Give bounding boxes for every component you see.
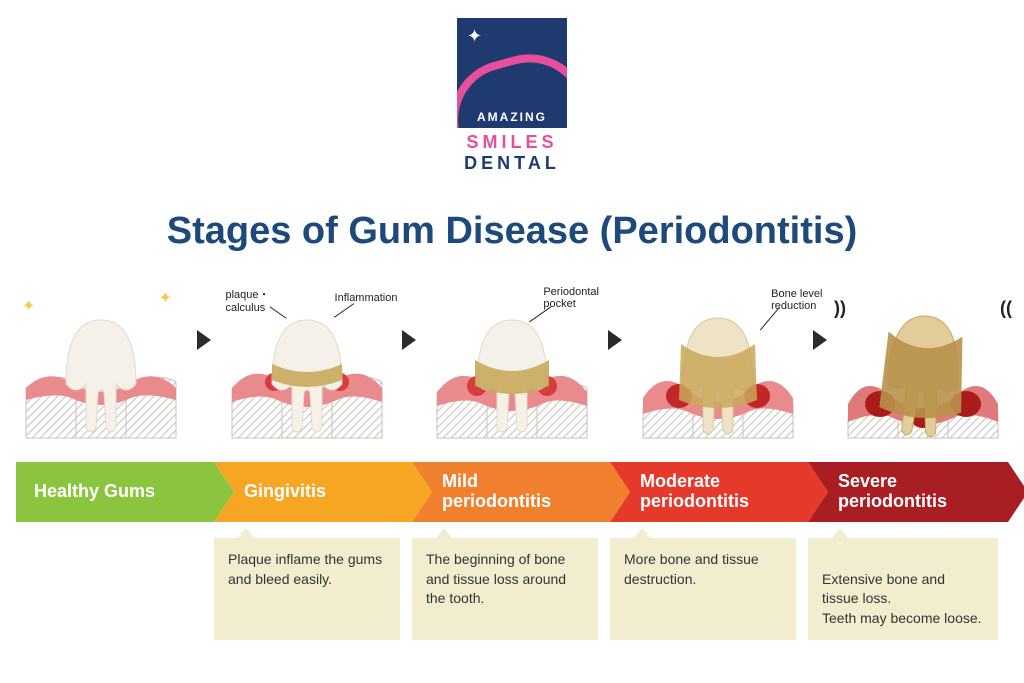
- page-title: Stages of Gum Disease (Periodontitis): [0, 210, 1024, 253]
- callout-pocket: Periodontal pocket: [543, 286, 599, 310]
- banner-label: Moderate periodontitis: [640, 472, 808, 512]
- banner-moderate: Moderate periodontitis: [610, 462, 808, 522]
- callout-inflammation: Inflammation: [335, 292, 398, 304]
- desc-text: Extensive bone and tissue loss. Teeth ma…: [822, 571, 982, 626]
- desc-spacer: [16, 538, 214, 640]
- progress-arrow-icon: [197, 330, 211, 350]
- stage-banner-row: Healthy Gums Gingivitis Mild periodontit…: [16, 462, 1008, 522]
- banner-healthy: Healthy Gums: [16, 462, 214, 522]
- tooth-mild-svg: [427, 310, 597, 440]
- tooth-severe-svg: [838, 310, 1008, 440]
- description-row: Plaque inflame the gums and bleed easily…: [16, 538, 1008, 640]
- logo-line2: SMILES: [442, 132, 582, 153]
- banner-gingivitis: Gingivitis: [214, 462, 412, 522]
- brand-logo: ✦ AMAZING SMILES DENTAL: [442, 18, 582, 174]
- desc-severe: Extensive bone and tissue loss. Teeth ma…: [808, 538, 998, 640]
- banner-mild: Mild periodontitis: [412, 462, 610, 522]
- desc-text: The beginning of bone and tissue loss ar…: [426, 551, 566, 606]
- logo-square: ✦ AMAZING: [457, 18, 567, 128]
- tooth-healthy-svg: [16, 310, 186, 440]
- banner-label: Mild periodontitis: [442, 472, 610, 512]
- sparkle-icon: ✦: [467, 26, 482, 47]
- tooth-diagram-row: ✦ ✦ plaque・ calculus Inflammation Period…: [16, 290, 1008, 440]
- tooth-stage-mild: Periodontal pocket: [427, 290, 597, 440]
- progress-arrow-icon: [402, 330, 416, 350]
- tooth-moderate-svg: [633, 310, 803, 440]
- tooth-stage-severe: (( )): [838, 290, 1008, 440]
- banner-severe: Severe periodontitis: [808, 462, 1008, 522]
- tooth-gingivitis-svg: [222, 310, 392, 440]
- tooth-stage-moderate: Bone level reduction: [633, 290, 803, 440]
- desc-text: Plaque inflame the gums and bleed easily…: [228, 551, 382, 587]
- sparkle-icon: ✦: [159, 288, 172, 308]
- desc-text: More bone and tissue destruction.: [624, 551, 759, 587]
- progress-arrow-icon: [813, 330, 827, 350]
- banner-label: Severe periodontitis: [838, 472, 1008, 512]
- tooth-stage-gingivitis: plaque・ calculus Inflammation: [222, 290, 392, 440]
- banner-label: Healthy Gums: [34, 482, 214, 502]
- desc-moderate: More bone and tissue destruction.: [610, 538, 796, 640]
- logo-line1: AMAZING: [457, 110, 567, 124]
- logo-line3: DENTAL: [442, 153, 582, 174]
- desc-gingivitis: Plaque inflame the gums and bleed easily…: [214, 538, 400, 640]
- progress-arrow-icon: [608, 330, 622, 350]
- banner-label: Gingivitis: [244, 482, 412, 502]
- tooth-stage-healthy: ✦ ✦: [16, 290, 186, 440]
- desc-mild: The beginning of bone and tissue loss ar…: [412, 538, 598, 640]
